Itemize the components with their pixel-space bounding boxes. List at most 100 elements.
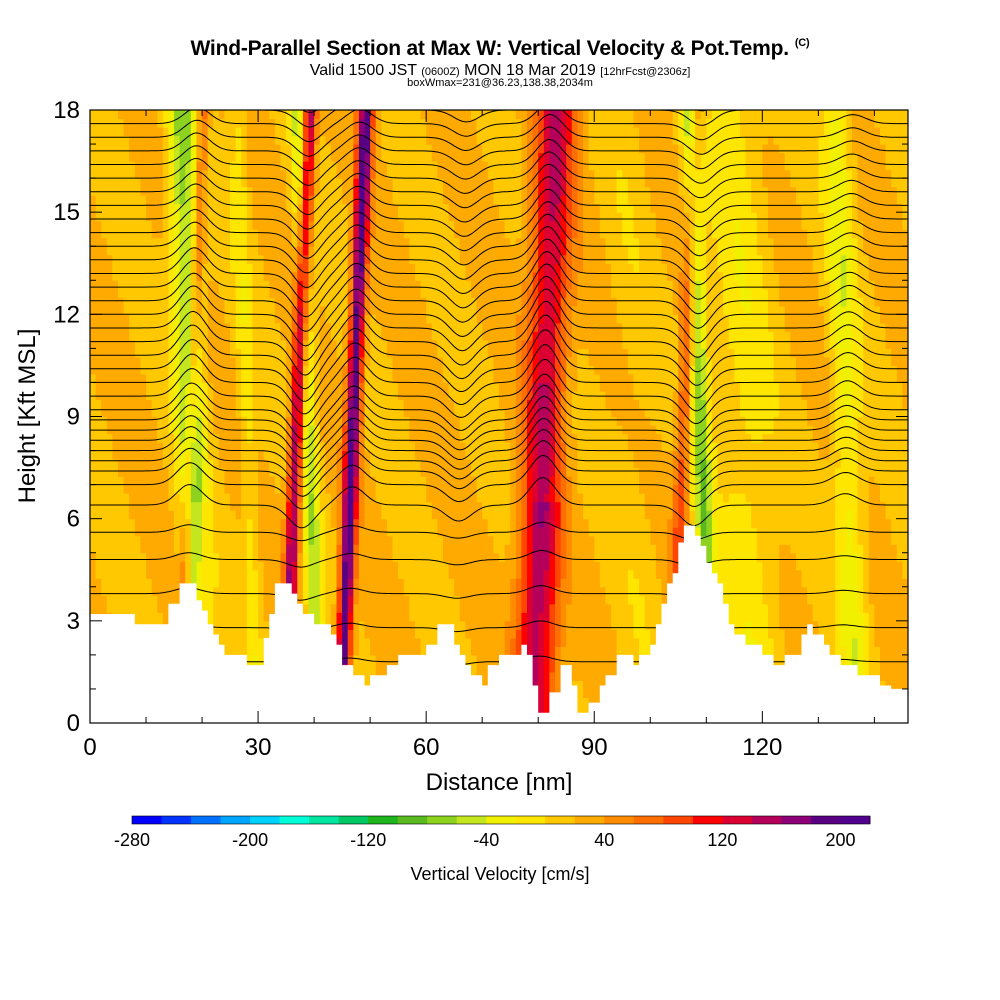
velocity-cell xyxy=(392,637,399,647)
velocity-cell xyxy=(319,407,326,418)
velocity-cell xyxy=(196,450,203,460)
velocity-cell xyxy=(454,322,461,332)
velocity-cell xyxy=(302,220,310,230)
velocity-cell xyxy=(336,501,343,511)
velocity-cell xyxy=(162,254,170,264)
velocity-cell xyxy=(90,442,97,452)
velocity-cell xyxy=(398,637,405,647)
velocity-cell xyxy=(409,288,416,298)
velocity-cell xyxy=(358,416,366,426)
velocity-cell xyxy=(246,127,254,137)
velocity-cell xyxy=(403,629,410,639)
velocity-cell xyxy=(437,348,444,358)
velocity-cell xyxy=(185,416,192,426)
velocity-cell xyxy=(370,552,377,562)
velocity-cell xyxy=(230,144,237,154)
velocity-cell xyxy=(151,467,158,477)
velocity-cell xyxy=(420,390,427,401)
velocity-cell xyxy=(314,331,321,341)
velocity-cell xyxy=(375,186,382,196)
velocity-cell xyxy=(381,637,388,647)
velocity-cell xyxy=(392,305,399,315)
velocity-cell xyxy=(157,501,164,511)
velocity-cell xyxy=(319,254,326,264)
velocity-cell xyxy=(274,544,282,554)
velocity-cell xyxy=(241,561,248,571)
velocity-cell xyxy=(403,442,410,452)
velocity-cell xyxy=(409,476,416,486)
velocity-cell xyxy=(398,144,405,154)
velocity-cell xyxy=(123,390,130,401)
velocity-cell xyxy=(168,314,175,324)
velocity-cell xyxy=(162,450,170,460)
velocity-cell xyxy=(123,110,130,120)
velocity-cell xyxy=(308,390,315,401)
velocity-cell xyxy=(185,271,192,281)
velocity-cell xyxy=(157,425,164,435)
velocity-cell xyxy=(185,459,192,469)
velocity-cell xyxy=(470,271,478,281)
velocity-cell xyxy=(157,280,164,290)
velocity-cell xyxy=(168,501,175,511)
velocity-cell xyxy=(342,127,349,137)
velocity-cell xyxy=(112,595,119,605)
velocity-cell xyxy=(129,195,136,205)
velocity-cell xyxy=(364,561,371,571)
velocity-cell xyxy=(140,348,147,358)
velocity-cell xyxy=(157,110,164,120)
velocity-cell xyxy=(95,263,102,273)
velocity-cell xyxy=(325,127,332,137)
velocity-cell xyxy=(398,135,405,145)
velocity-cell xyxy=(426,152,433,162)
velocity-cell xyxy=(364,331,371,341)
velocity-cell xyxy=(431,569,438,579)
velocity-cell xyxy=(358,203,366,213)
velocity-cell xyxy=(224,518,231,528)
velocity-cell xyxy=(431,552,438,562)
velocity-cell xyxy=(342,552,349,562)
velocity-cell xyxy=(375,450,382,460)
velocity-cell xyxy=(291,203,298,213)
velocity-cell xyxy=(297,246,304,256)
velocity-cell xyxy=(470,373,478,384)
velocity-cell xyxy=(454,152,461,162)
velocity-cell xyxy=(403,595,410,605)
velocity-cell xyxy=(185,552,192,562)
velocity-cell xyxy=(90,399,97,409)
velocity-cell xyxy=(442,561,450,571)
velocity-cell xyxy=(280,144,287,154)
velocity-cell xyxy=(174,595,181,605)
velocity-cell xyxy=(112,322,119,332)
velocity-cell xyxy=(241,271,248,281)
velocity-cell xyxy=(179,195,186,205)
velocity-cell xyxy=(420,203,427,213)
velocity-cell xyxy=(319,186,326,196)
velocity-cell xyxy=(168,152,175,162)
velocity-cell xyxy=(230,161,237,171)
velocity-cell xyxy=(269,373,276,384)
velocity-cell xyxy=(146,407,153,418)
velocity-cell xyxy=(235,569,242,579)
velocity-cell xyxy=(375,271,382,281)
velocity-cell xyxy=(409,459,416,469)
velocity-cell xyxy=(263,356,270,367)
velocity-cell xyxy=(263,442,270,452)
velocity-cell xyxy=(235,271,242,281)
velocity-cell xyxy=(398,195,405,205)
velocity-cell xyxy=(370,161,377,171)
velocity-cell xyxy=(140,314,147,324)
velocity-cell xyxy=(336,603,343,613)
velocity-cell xyxy=(258,493,265,503)
velocity-cell xyxy=(347,501,354,511)
velocity-cell xyxy=(241,646,248,656)
velocity-cell xyxy=(409,595,416,605)
velocity-cell xyxy=(235,603,242,613)
velocity-cell xyxy=(364,425,371,435)
velocity-cell xyxy=(364,322,371,332)
velocity-cell xyxy=(123,288,130,298)
velocity-cell xyxy=(123,518,130,528)
velocity-cell xyxy=(269,254,276,264)
velocity-cell xyxy=(398,339,405,349)
velocity-cell xyxy=(179,399,186,409)
velocity-cell xyxy=(342,433,349,443)
